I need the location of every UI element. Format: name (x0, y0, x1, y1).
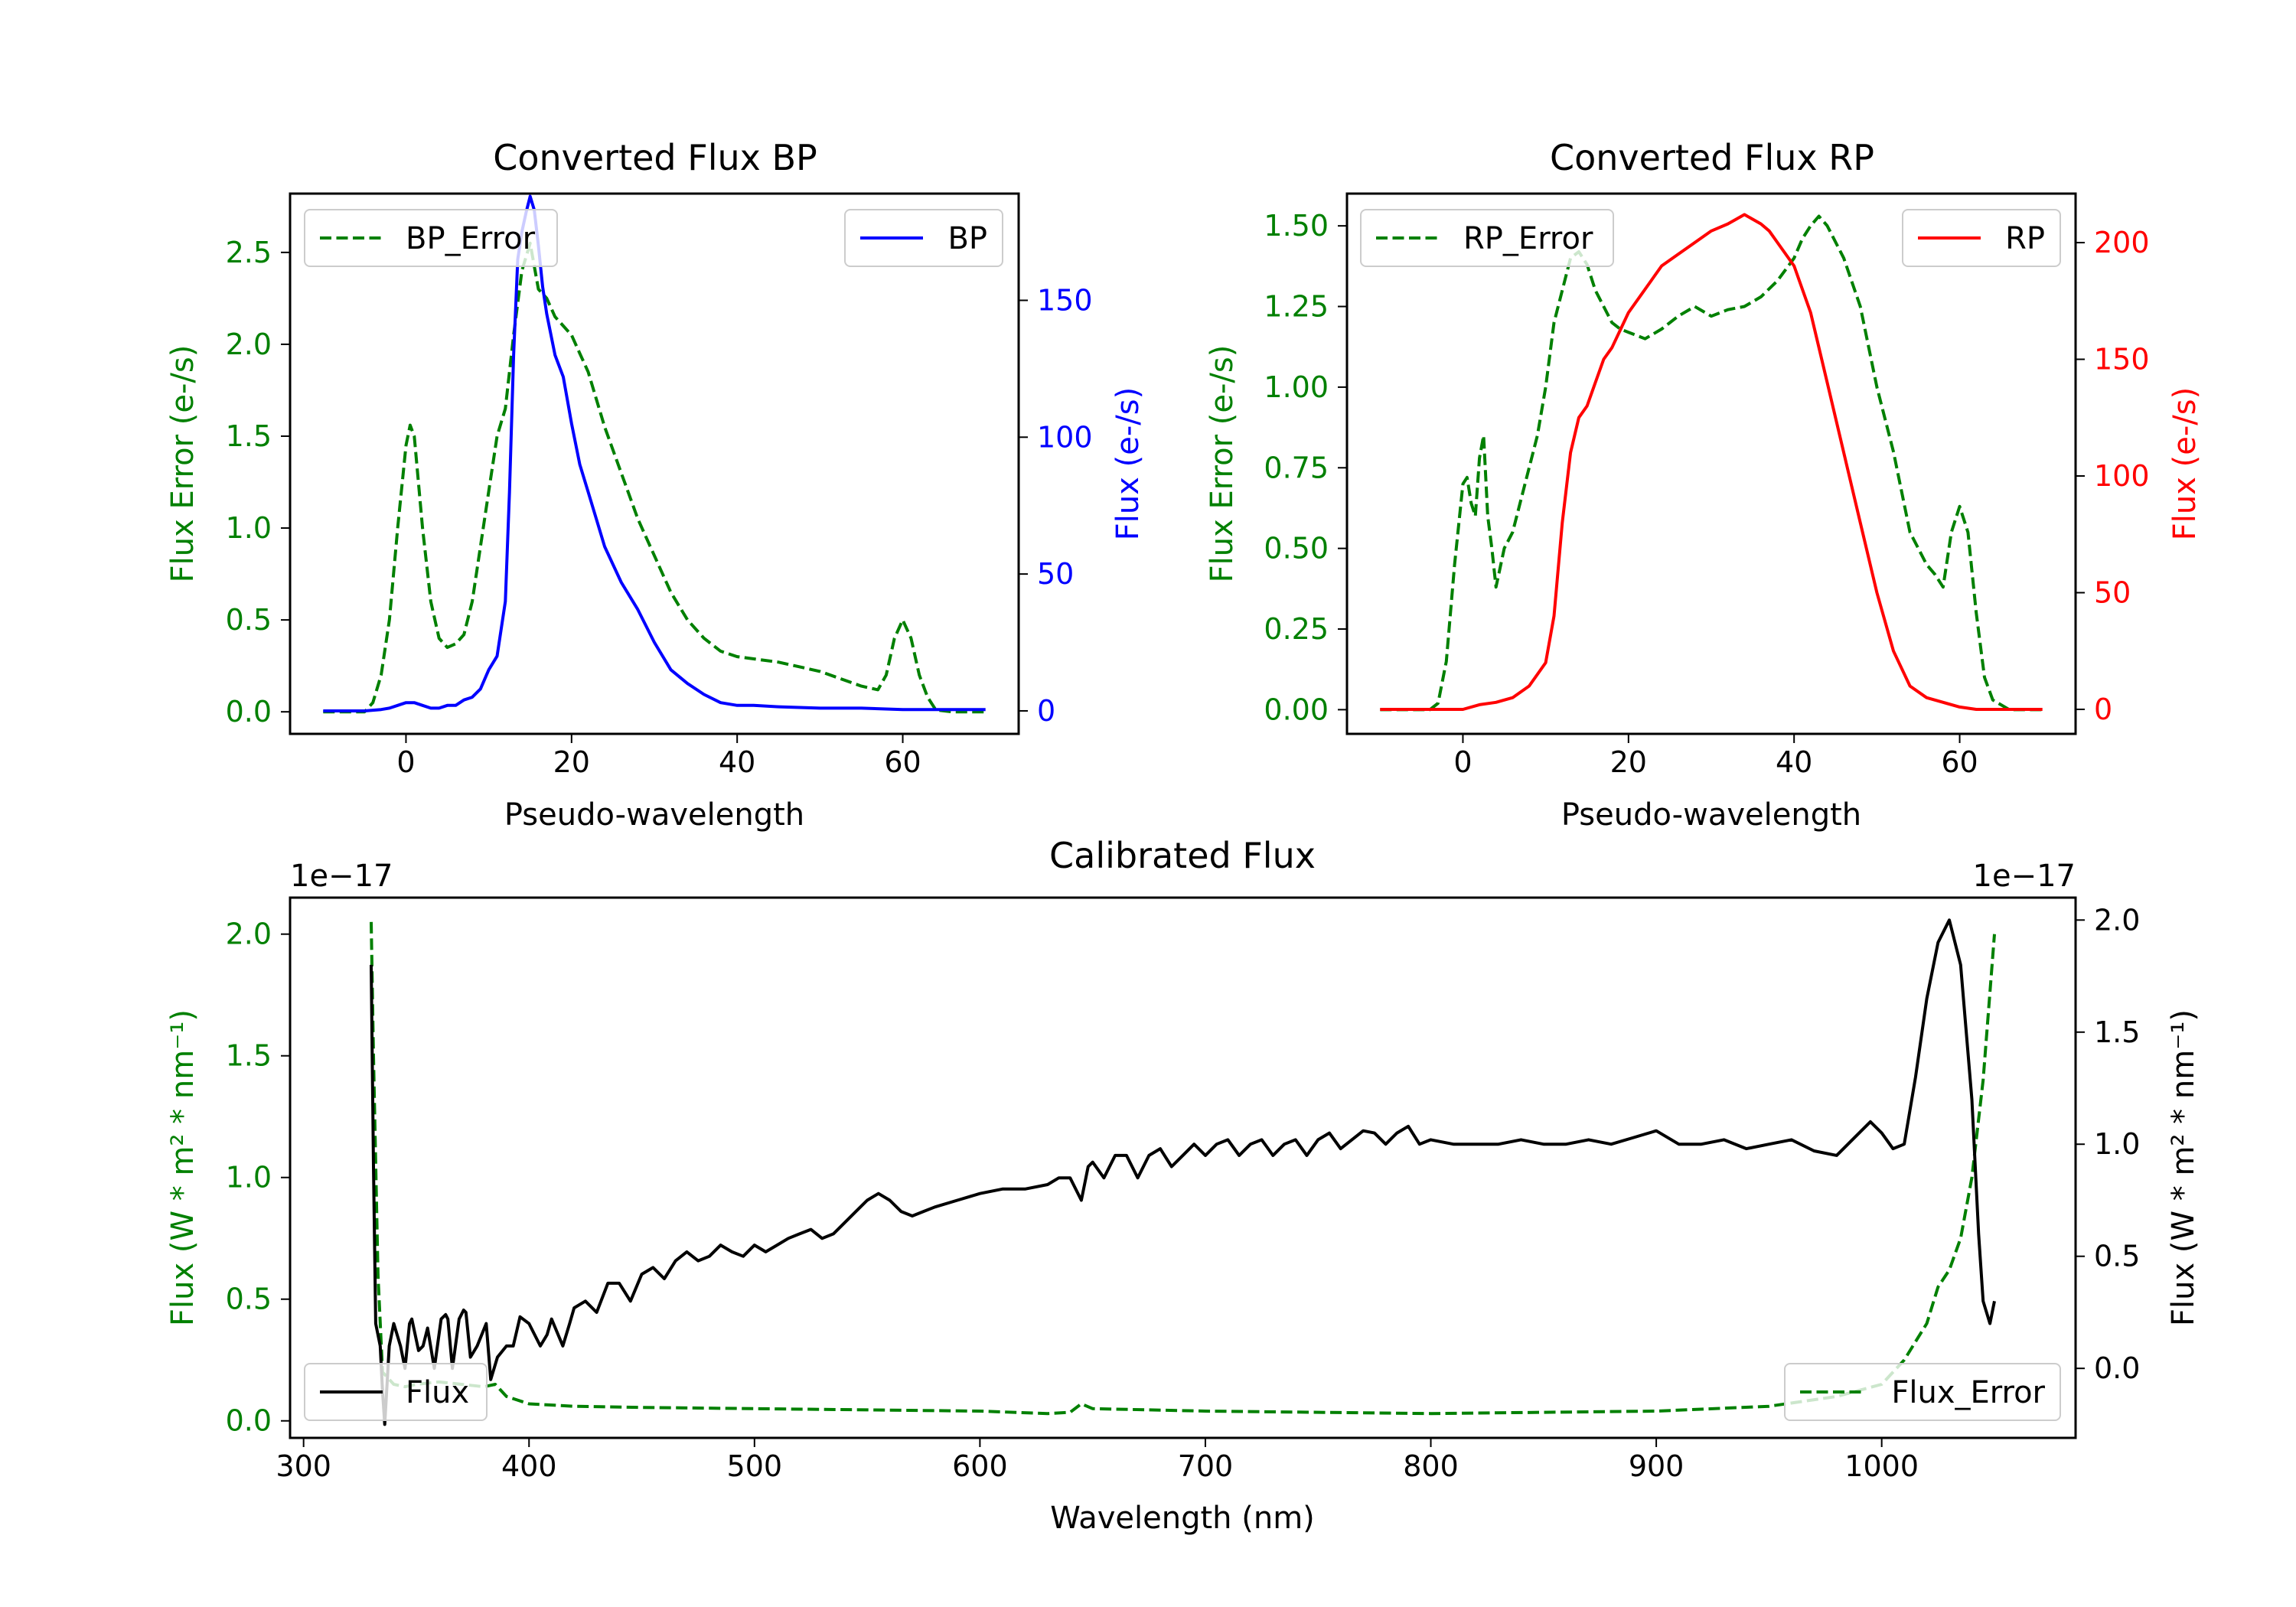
legend-label: Flux_Error (1891, 1375, 2045, 1410)
series-bp-error-line (323, 241, 986, 714)
y-tick-label-left: 0.0 (226, 695, 272, 729)
x-tick-label: 40 (719, 745, 755, 779)
legend-label: RP (2005, 221, 2045, 256)
x-axis: 0 20 40 60 (1453, 734, 1978, 779)
plot-frame (1345, 192, 2077, 735)
x-tick-label: 500 (727, 1449, 783, 1483)
legend-label: RP_Error (1463, 221, 1593, 256)
y-tick-label-left: 1.0 (226, 1161, 272, 1195)
series-rp-error-line (1380, 214, 2043, 712)
x-axis: 300 400 500 600 700 800 900 1000 (276, 1438, 1919, 1483)
y-tick-label-left: 0.5 (226, 1283, 272, 1316)
legend-label: BP_Error (406, 221, 536, 256)
y-tick-label-left: 2.0 (226, 918, 272, 951)
x-tick-label: 400 (501, 1449, 557, 1483)
y-tick-label-left: 0.75 (1264, 451, 1329, 484)
y-axis-label-left: Flux Error (e-/s) (165, 345, 201, 583)
x-axis-label: Wavelength (nm) (1050, 1501, 1315, 1536)
series-rp-line (1380, 213, 2043, 711)
x-tick-label: 40 (1776, 745, 1812, 779)
y-tick-label-left: 1.00 (1264, 370, 1329, 404)
y-axis-left: 0.0 0.5 1.0 1.5 2.0 2.5 (226, 236, 290, 729)
x-axis-label: Pseudo-wavelength (504, 797, 804, 833)
y-tick-label-left: 0.0 (226, 1404, 272, 1438)
x-axis: 0 20 40 60 (396, 734, 921, 779)
y-tick-label-right: 1.0 (2094, 1127, 2140, 1161)
y-tick-label-right: 150 (2094, 343, 2150, 376)
y-tick-label-right: 50 (1037, 557, 1074, 591)
y-tick-label-right: 50 (2094, 575, 2131, 609)
offset-text-right: 1e−17 (1973, 859, 2076, 894)
x-tick-label: 1000 (1844, 1449, 1919, 1483)
y-tick-label-left: 1.25 (1264, 290, 1329, 324)
legend-error: Flux_Error (1784, 1363, 2061, 1421)
legend-label: Flux (406, 1375, 469, 1410)
y-tick-label-left: 1.5 (226, 1039, 272, 1073)
series-lines (1380, 213, 2043, 712)
y-tick-label-right: 150 (1037, 283, 1093, 317)
y-axis-right: 0 50 100 150 200 (2076, 226, 2150, 726)
y-tick-label-left: 1.50 (1264, 209, 1329, 243)
series-group (1380, 213, 2043, 712)
offset-text-left: 1e−17 (290, 859, 393, 894)
x-tick-label: 300 (276, 1449, 331, 1483)
legend-error: RP_Error (1360, 209, 1614, 267)
x-tick-label: 60 (1941, 745, 1978, 779)
y-axis-right: 0.0 0.5 1.0 1.5 2.0 (2076, 903, 2140, 1385)
chart-title: Calibrated Flux (1049, 835, 1316, 876)
x-tick-label: 60 (884, 745, 921, 779)
chart-calibrated: Calibrated Flux 1e−17 1e−17 300 400 500 600… (165, 835, 2201, 1536)
legend-flux: Flux (304, 1363, 488, 1421)
y-tick-label-right: 100 (1037, 420, 1093, 454)
y-tick-label-right: 0.5 (2094, 1240, 2140, 1273)
x-tick-label: 0 (396, 745, 415, 779)
y-tick-label-left: 0.5 (226, 603, 272, 637)
y-tick-label-right: 1.5 (2094, 1015, 2140, 1049)
x-tick-label: 0 (1453, 745, 1472, 779)
x-tick-label: 800 (1403, 1449, 1459, 1483)
legend-label: BP (947, 221, 987, 256)
y-axis-label-right: Flux (W * m² * nm⁻¹) (2166, 1009, 2201, 1326)
legend-error: BP_Error (304, 209, 558, 267)
y-axis-label-left: Flux (W * m² * nm⁻¹) (165, 1009, 201, 1326)
series-flux-line (370, 918, 1996, 1426)
chart-rp: Converted Flux RP 0 20 40 60 0.000.250.500.… (1205, 137, 2203, 833)
x-tick-label: 20 (553, 745, 590, 779)
y-tick-label-right: 0.0 (2094, 1351, 2140, 1385)
y-tick-label-left: 0.50 (1264, 532, 1329, 566)
x-tick-label: 900 (1629, 1449, 1684, 1483)
y-tick-label-right: 0 (1037, 694, 1055, 728)
chart-title: Converted Flux RP (1550, 137, 1874, 178)
chart-title: Converted Flux BP (493, 137, 817, 178)
y-tick-label-right: 0 (2094, 693, 2112, 726)
y-tick-label-left: 1.5 (226, 419, 272, 453)
plot-frame (289, 896, 2077, 1439)
y-tick-label-left: 0.00 (1264, 693, 1329, 726)
y-axis-left: 0.0 0.5 1.0 1.5 2.0 (226, 918, 290, 1438)
y-tick-label-left: 1.0 (226, 511, 272, 545)
y-tick-label-left: 0.25 (1264, 612, 1329, 646)
x-axis-label: Pseudo-wavelength (1561, 797, 1861, 833)
legend-flux: BP (844, 209, 1003, 267)
x-tick-label: 700 (1178, 1449, 1234, 1483)
chart-bp: Converted Flux BP 0 20 40 60 0.0 0.5 1.0 1.5 2.… (165, 137, 1146, 833)
y-axis-right: 0 50 100 150 (1019, 283, 1093, 728)
y-tick-label-right: 200 (2094, 226, 2150, 259)
y-axis-label-right: Flux (e-/s) (2167, 387, 2203, 540)
y-axis-label-right: Flux (e-/s) (1110, 387, 1146, 540)
y-tick-label-left: 2.5 (226, 236, 272, 269)
x-tick-label: 600 (952, 1449, 1008, 1483)
y-axis-label-left: Flux Error (e-/s) (1205, 345, 1240, 583)
x-tick-label: 20 (1610, 745, 1647, 779)
y-tick-label-left: 2.0 (226, 328, 272, 361)
plot-frame (289, 192, 1020, 735)
y-axis-left: 0.00 0.25 0.50 0.75 1.00 1.25 1.50 (1264, 209, 1347, 726)
y-tick-label-right: 2.0 (2094, 903, 2140, 937)
legend-flux: RP (1902, 209, 2061, 267)
y-tick-label-right: 100 (2094, 459, 2150, 493)
